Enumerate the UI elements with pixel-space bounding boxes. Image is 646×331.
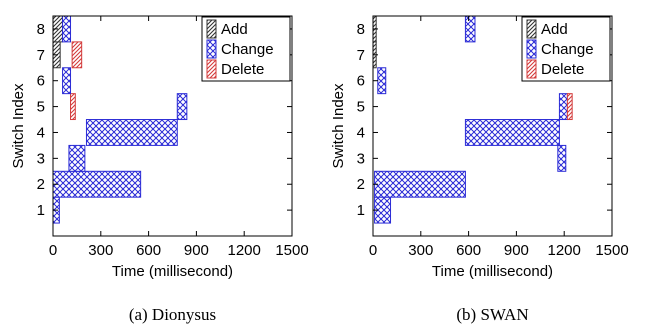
legend-swatch-delete <box>206 59 217 79</box>
plot-frame <box>372 15 613 237</box>
y-tick-label: 3 <box>357 150 365 167</box>
y-tick-label: 4 <box>37 124 45 141</box>
panel-caption: (a) Dionysus <box>129 305 216 324</box>
bar-switch-6-change <box>377 67 387 95</box>
y-tick-label: 7 <box>37 47 45 64</box>
bar-switch-5-change <box>558 93 568 121</box>
bar-switch-4-change <box>464 119 560 146</box>
chart-panel-dionysus: 0 300 600 900 1200 1500 1 2 3 4 5 6 7 8 Time (millis… <box>10 15 309 324</box>
legend-label-delete: Delete <box>221 61 264 78</box>
bars-group <box>52 15 188 224</box>
x-tick-label: 0 <box>49 242 57 259</box>
y-tick-label: 4 <box>357 124 365 141</box>
legend-swatch-change <box>526 39 537 59</box>
y-tick-label: 7 <box>357 47 365 64</box>
bar-switch-3-change <box>557 144 567 172</box>
y-tick-label: 5 <box>357 99 365 116</box>
y-tick-label: 8 <box>357 21 365 38</box>
legend-label-change: Change <box>541 41 594 58</box>
x-axis-label: Time (millisecond) <box>112 263 233 280</box>
legend-label-add: Add <box>541 21 568 38</box>
x-tick-label: 0 <box>369 242 377 259</box>
y-axis-ticks: 1 2 3 4 5 6 7 8 <box>37 21 292 219</box>
bar-switch-2-change <box>52 170 142 198</box>
legend-swatch-add <box>526 19 537 39</box>
plot-frame <box>52 15 293 237</box>
bar-switch-3-change <box>68 144 86 172</box>
bar-switch-5-change <box>176 93 188 121</box>
panel-caption: (b) SWAN <box>456 305 528 324</box>
bar-switch-8-change <box>62 15 72 43</box>
x-tick-label: 300 <box>88 242 113 259</box>
legend-box <box>521 16 611 82</box>
legend: Add Change Delete <box>521 16 611 82</box>
y-tick-label: 8 <box>37 21 45 38</box>
legend: Add Change Delete <box>201 16 291 82</box>
legend-box <box>201 16 291 82</box>
y-axis-label: Switch Index <box>330 83 347 169</box>
y-axis-label: Switch Index <box>10 83 27 169</box>
x-axis-ticks: 0 300 600 900 1200 1500 <box>369 16 629 259</box>
x-tick-label: 1500 <box>595 242 628 259</box>
bar-switch-6-change <box>62 67 72 95</box>
bar-switch-5-delete <box>566 93 573 121</box>
legend-label-delete: Delete <box>541 61 584 78</box>
y-tick-label: 1 <box>37 202 45 219</box>
legend-label-add: Add <box>221 21 248 38</box>
y-tick-label: 2 <box>37 176 45 193</box>
bar-switch-7-delete <box>71 41 83 69</box>
legend-swatch-add <box>206 19 217 39</box>
x-tick-label: 900 <box>504 242 529 259</box>
x-axis-ticks: 0 300 600 900 1200 1500 <box>49 16 309 259</box>
bar-switch-5-delete <box>70 93 76 121</box>
bar-switch-2-change <box>374 170 466 198</box>
y-tick-label: 6 <box>357 73 365 90</box>
y-tick-label: 3 <box>37 150 45 167</box>
y-tick-label: 2 <box>357 176 365 193</box>
y-tick-label: 1 <box>357 202 365 219</box>
x-tick-label: 300 <box>408 242 433 259</box>
x-tick-label: 600 <box>456 242 481 259</box>
y-tick-label: 6 <box>37 73 45 90</box>
chart-panel-swan: 0 300 600 900 1200 1500 1 2 3 4 5 6 7 8 Time (millis… <box>330 15 629 324</box>
legend-swatch-delete <box>526 59 537 79</box>
x-tick-label: 900 <box>184 242 209 259</box>
y-tick-label: 5 <box>37 99 45 116</box>
x-tick-label: 1200 <box>548 242 581 259</box>
legend-label-change: Change <box>221 41 274 58</box>
y-axis-ticks: 1 2 3 4 5 6 7 8 <box>357 21 612 219</box>
x-tick-label: 1200 <box>228 242 261 259</box>
bar-switch-8-change <box>464 15 476 43</box>
legend-swatch-change <box>206 39 217 59</box>
x-tick-label: 1500 <box>275 242 308 259</box>
x-axis-label: Time (millisecond) <box>432 263 553 280</box>
bar-switch-4-change <box>85 119 178 146</box>
x-tick-label: 600 <box>136 242 161 259</box>
